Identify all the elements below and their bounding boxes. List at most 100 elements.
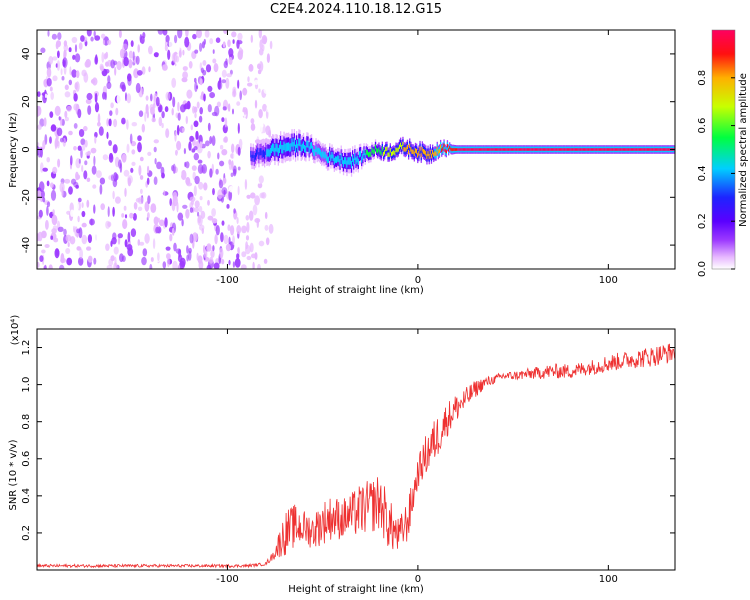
track-cell (254, 152, 257, 160)
track-cell (558, 148, 561, 151)
track-cell (334, 156, 337, 163)
track-cell (476, 148, 478, 151)
noise-speckle (131, 122, 138, 127)
track-cell (442, 146, 444, 151)
noise-speckle (72, 54, 76, 60)
track-cell (657, 148, 659, 151)
track-cell (445, 149, 447, 154)
track-cell (296, 140, 298, 148)
noise-speckle (258, 109, 263, 119)
noise-speckle (56, 140, 60, 149)
noise-speckle (225, 77, 230, 89)
track-cell (488, 148, 490, 151)
noise-speckle (121, 153, 127, 163)
noise-speckle (105, 61, 109, 67)
noise-speckle (92, 179, 97, 184)
track-cell (555, 148, 557, 151)
noise-speckle (178, 98, 183, 106)
noise-speckle (157, 252, 160, 261)
noise-speckle (226, 73, 233, 78)
track-cell (265, 147, 267, 155)
noise-speckle (49, 111, 54, 118)
noise-speckle (75, 70, 80, 79)
noise-speckle (102, 91, 106, 100)
noise-speckle (188, 141, 192, 151)
noise-speckle (111, 174, 114, 182)
noise-speckle (139, 156, 144, 162)
noise-speckle (248, 210, 254, 221)
noise-speckle (127, 175, 133, 184)
track-cell (326, 156, 329, 164)
colorbar-tick-label: 0.8 (697, 70, 708, 86)
track-cell (315, 145, 317, 153)
noise-speckle (193, 146, 198, 151)
noise-speckle (168, 38, 174, 49)
track-cell (545, 148, 547, 151)
noise-speckle (182, 49, 185, 56)
track-cell (509, 148, 511, 151)
noise-speckle (114, 66, 117, 76)
noise-speckle (207, 104, 212, 113)
track-cell (633, 148, 635, 151)
track-cell (497, 148, 499, 151)
noise-speckle (208, 257, 214, 264)
noise-speckle (78, 42, 83, 50)
track-cell (357, 158, 359, 165)
track-cell (458, 148, 460, 151)
noise-speckle (86, 92, 93, 101)
noise-speckle (207, 199, 210, 206)
noise-speckle (69, 66, 72, 76)
track-cell (593, 148, 595, 151)
track-cell (461, 148, 463, 151)
track-cell (464, 148, 466, 151)
noise-speckle (99, 184, 103, 195)
noise-speckle (103, 53, 107, 60)
track-cell (664, 148, 666, 151)
track-cell (587, 148, 589, 151)
noise-speckle (93, 204, 96, 214)
track-cell (556, 148, 558, 151)
noise-speckle (161, 111, 165, 119)
noise-speckle (193, 185, 197, 197)
track-cell (395, 147, 397, 152)
noise-speckle (169, 198, 172, 207)
noise-speckle (56, 127, 63, 137)
noise-speckle (152, 238, 156, 250)
noise-speckle (108, 258, 114, 267)
noise-speckle (153, 146, 157, 153)
noise-speckle (211, 218, 218, 224)
noise-speckle (175, 149, 178, 156)
noise-speckle (250, 192, 256, 199)
noise-speckle (46, 201, 51, 208)
track-cell (280, 141, 282, 150)
noise-speckle (246, 221, 250, 233)
track-cell (481, 148, 483, 151)
colorbar: 0.0 0.2 0.4 0.6 0.8 Normalized spectral ampl… (697, 29, 749, 277)
noise-speckle (255, 228, 260, 235)
track-cell (277, 147, 279, 156)
noise-speckle (50, 91, 54, 100)
noise-speckle (68, 79, 73, 86)
track-cell (425, 150, 427, 156)
noise-speckle (121, 117, 126, 125)
noise-speckle (156, 161, 162, 170)
y-tick-label: 20 (21, 95, 32, 108)
track-cell (584, 148, 586, 151)
noise-speckle (238, 47, 243, 55)
noise-speckle (81, 210, 86, 218)
noise-speckle (59, 264, 65, 269)
noise-speckle (81, 202, 84, 209)
noise-speckle (175, 248, 182, 254)
noise-speckle (185, 208, 190, 219)
noise-speckle (199, 107, 203, 115)
track-cell (570, 148, 572, 151)
noise-speckle (215, 225, 220, 236)
noise-speckle (219, 77, 222, 84)
track-cell (308, 146, 310, 154)
track-cell (604, 148, 606, 151)
track-cell (446, 144, 449, 148)
track-cell (398, 144, 401, 149)
track-cell (531, 148, 533, 151)
noise-speckle (258, 88, 261, 93)
noise-speckle (249, 179, 255, 188)
